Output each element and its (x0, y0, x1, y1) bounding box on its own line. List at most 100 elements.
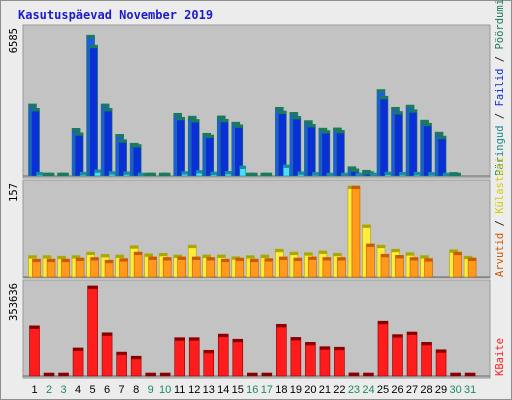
bar-kbytes-cap (377, 321, 388, 325)
bar-kbytes (203, 349, 215, 377)
bar-visits-top-cap (283, 164, 290, 168)
legend-hits: Pöördumisi (494, 0, 506, 50)
bar-kbytes-cap (131, 356, 142, 360)
legend-bottom: KBaite (494, 338, 506, 376)
bar-visitors-cap (202, 254, 211, 258)
bar-files-cap (307, 124, 316, 128)
bar-visitors-cap (275, 249, 284, 253)
bar-visitors-cap (159, 253, 168, 257)
x-tick-label: 4 (75, 384, 81, 396)
bar-kbytes-cap (116, 352, 127, 356)
bar-visitors-cap (72, 255, 81, 259)
bar-visitors-cap (406, 252, 415, 256)
bar-visitors-cap (130, 245, 139, 249)
bar-files (190, 119, 200, 177)
bar-files-cap (176, 117, 185, 121)
bar-kbytes-cap (392, 334, 403, 338)
bar-kbytes (232, 338, 244, 377)
x-tick-label: 22 (333, 384, 345, 396)
bar-files (423, 122, 432, 177)
bar-visits (453, 251, 462, 278)
bar-visitors-cap (376, 245, 385, 249)
bar-visits-cap (206, 257, 215, 261)
bar-files-cap (292, 116, 301, 120)
x-tick-label: 19 (290, 384, 302, 396)
bar-kbytes-cap (160, 373, 171, 376)
bar-files-cap (336, 130, 345, 134)
legend-visits: Arvutid (494, 233, 506, 277)
bar-files-cap (75, 132, 84, 136)
legend-pages: Päringud (494, 125, 506, 176)
bar-kbytes-cap (174, 337, 185, 341)
bar-hits-cap (406, 105, 415, 109)
bar-kbytes-cap (58, 373, 69, 376)
bar-visitors-cap (420, 255, 429, 259)
x-tick-label: 20 (304, 384, 316, 396)
bar-kbytes (290, 337, 302, 377)
bar-kbytes-cap (247, 373, 258, 376)
bar-visits (279, 256, 288, 278)
bar-visits-top-cap (341, 173, 348, 176)
x-tick-label: 11 (174, 384, 185, 396)
bar-visits (191, 256, 201, 278)
bar-kbytes-cap (73, 347, 84, 351)
legend-middle: Arvutid / Külastusi (494, 157, 506, 277)
bar-files (292, 116, 302, 177)
bar-visitors-cap (43, 255, 52, 259)
x-tick-label: 10 (159, 384, 171, 396)
bar-kbytes (87, 285, 98, 377)
bar-files-cap (118, 139, 127, 143)
bar-visits-cap (61, 259, 70, 263)
x-tick-label: 27 (406, 384, 418, 396)
bar-visits-cap (235, 258, 244, 262)
bar-kbytes-cap (334, 347, 345, 351)
legend-kbytes: KBaite (494, 338, 506, 376)
bar-hits-cap (217, 115, 226, 119)
bar-kbytes (101, 332, 113, 377)
bar-hits-cap (347, 166, 356, 170)
bar-kbytes-cap (203, 350, 214, 354)
bar-hits-cap (173, 113, 182, 117)
bar-kbytes (377, 320, 389, 377)
bar-files-cap (60, 173, 69, 176)
bar-visits-cap (163, 257, 172, 261)
bar-files (89, 44, 98, 177)
bar-visitors-cap (86, 252, 95, 256)
bar-visitors-cap (304, 252, 313, 256)
bar-files (408, 109, 418, 177)
bar-kbytes (116, 351, 127, 377)
bar-kbytes-cap (421, 342, 432, 346)
x-tick-label: 6 (104, 384, 110, 396)
bar-hits-cap (391, 107, 400, 111)
bar-visits-cap (366, 243, 375, 247)
bar-visits-cap (192, 256, 201, 260)
bar-visits (380, 253, 390, 278)
bar-files-cap (321, 130, 330, 134)
bar-files (307, 124, 316, 177)
bar-visitors-cap (289, 252, 298, 256)
bar-visitors-cap (464, 256, 473, 260)
bar-visits-cap (264, 258, 273, 262)
x-tick-label: 14 (217, 384, 229, 396)
bar-visits-cap (148, 256, 157, 260)
x-tick-label: 30 (449, 384, 461, 396)
bar-hits-cap (86, 35, 95, 39)
bar-visitors-cap (173, 254, 182, 258)
bar-visitors-cap (101, 254, 110, 258)
bar-kbytes-cap (450, 373, 461, 376)
bar-files-cap (133, 144, 142, 148)
bar-visits-top-cap (225, 171, 232, 175)
x-tick-label: 25 (377, 384, 389, 396)
chart-title: Kasutuspäevad November 2019 (18, 8, 214, 22)
bar-visits-cap (177, 256, 186, 260)
bar-files (437, 135, 447, 177)
ymax-label-middle: 157 (8, 183, 20, 202)
bar-files-cap (191, 119, 200, 123)
bar-kbytes (319, 346, 331, 377)
x-tick-label: 17 (261, 384, 273, 396)
legend-separator: / (494, 50, 506, 69)
bar-files-cap (205, 134, 214, 138)
x-tick-label: 26 (391, 384, 403, 396)
bar-kbytes (29, 325, 40, 377)
